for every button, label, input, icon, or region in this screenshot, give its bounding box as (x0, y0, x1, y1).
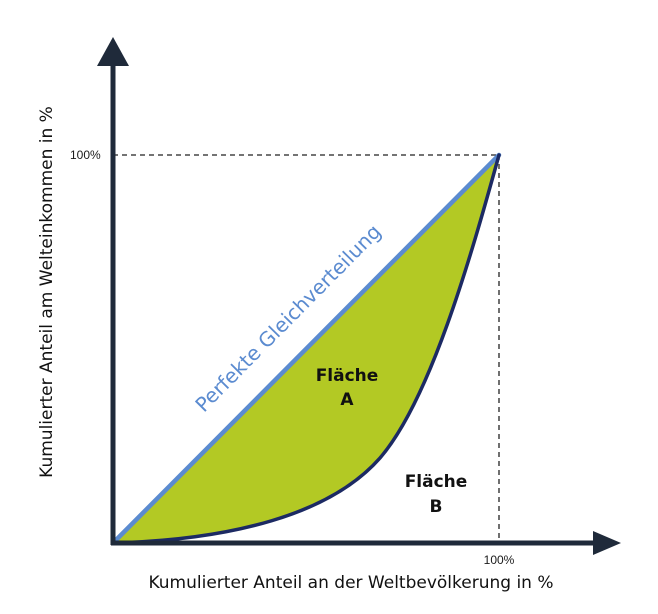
area-b-label-line1: Fläche (405, 472, 468, 492)
y-axis-tick-100: 100% (70, 148, 101, 162)
x-axis-tick-100: 100% (484, 553, 515, 567)
area-b-label-line2: B (430, 497, 443, 517)
x-axis-label: Kumulierter Anteil an der Weltbevölkerun… (148, 573, 553, 593)
area-a-label-line1: Fläche (316, 366, 379, 386)
equality-line (110, 152, 502, 546)
y-axis-label: Kumulierter Anteil am Welteinkommen in % (37, 106, 57, 478)
lorenz-curve (111, 153, 501, 545)
area-a-label-line2: A (340, 390, 354, 410)
x-axis-arrowhead (593, 531, 621, 555)
y-axis-arrowhead (97, 37, 129, 66)
